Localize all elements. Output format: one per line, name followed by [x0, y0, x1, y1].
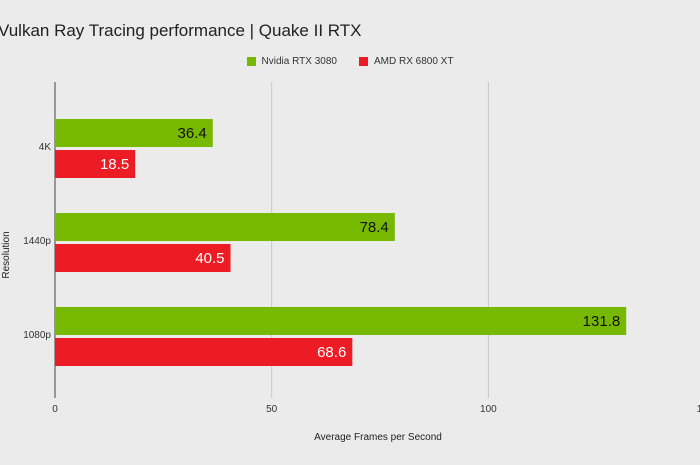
x-tick-label: 50 [266, 404, 278, 415]
y-axis-title: Resolution [1, 231, 12, 278]
data-label: 68.6 [317, 344, 346, 361]
bar [55, 119, 213, 147]
chart-title: Vulkan Ray Tracing performance | Quake I… [0, 21, 362, 40]
y-tick-label: 4K [39, 142, 52, 153]
data-label: 18.5 [100, 156, 129, 173]
legend-item-nvidia: Nvidia RTX 3080 [246, 56, 337, 67]
x-tick-label: 150 [697, 404, 700, 415]
bar [55, 244, 231, 272]
bar [55, 213, 395, 241]
y-tick-label: 1080p [23, 330, 51, 341]
x-tick-label: 0 [52, 404, 58, 415]
legend: Nvidia RTX 3080 AMD RX 6800 XT [0, 56, 700, 67]
bar [55, 307, 627, 335]
legend-label-amd: AMD RX 6800 XT [373, 56, 454, 67]
data-label: 78.4 [360, 219, 389, 236]
bar [55, 150, 136, 178]
data-label: 40.5 [195, 250, 224, 267]
bar [55, 338, 353, 366]
y-tick-label: 1440p [23, 236, 51, 247]
data-label: 36.4 [178, 125, 207, 142]
legend-item-amd: AMD RX 6800 XT [358, 56, 454, 67]
x-tick-label: 100 [480, 404, 497, 415]
legend-label-nvidia: Nvidia RTX 3080 [261, 56, 337, 67]
data-label: 131.8 [583, 313, 621, 330]
legend-swatch-amd [358, 57, 368, 66]
x-axis-title: Average Frames per Second [314, 432, 442, 443]
legend-swatch-nvidia [246, 57, 256, 66]
